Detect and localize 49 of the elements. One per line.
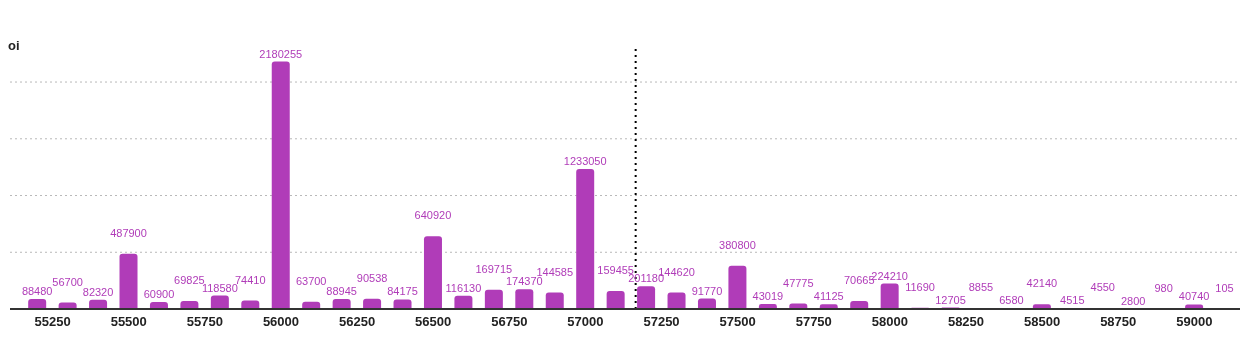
x-tick-label: 56750 [491, 314, 528, 330]
data-label: 169715 [475, 262, 513, 275]
x-tick-label: 57500 [719, 314, 756, 330]
x-tick-label: 57250 [643, 314, 680, 330]
x-tick-label: 55500 [110, 314, 147, 330]
data-label: 105 [1215, 281, 1234, 294]
data-label: 43019 [752, 290, 784, 303]
data-label: 174370 [505, 275, 543, 288]
data-label: 40740 [1178, 290, 1210, 303]
data-label: 640920 [414, 209, 452, 222]
data-label: 56700 [52, 275, 83, 288]
x-tick-label: 58500 [1024, 314, 1061, 330]
x-tick-label: 59000 [1176, 314, 1213, 330]
x-tick-label: 55750 [186, 314, 223, 330]
data-label: 2800 [1120, 294, 1146, 307]
data-label: 88480 [21, 284, 53, 297]
data-label: 82320 [82, 285, 114, 298]
data-label: 91770 [691, 284, 723, 297]
x-tick-label: 57750 [795, 314, 832, 330]
data-label: 487900 [110, 226, 147, 239]
data-label: 980 [1154, 281, 1173, 294]
data-label: 60900 [143, 288, 175, 301]
x-tick-label: 58750 [1100, 314, 1137, 330]
data-label: 2180255 [259, 47, 303, 60]
y-axis-title: oi [8, 38, 20, 53]
data-label: 116130 [445, 281, 482, 294]
data-label: 41125 [813, 290, 844, 303]
data-label: 4550 [1090, 281, 1116, 294]
x-tick-label: 58000 [871, 314, 908, 330]
data-label: 144585 [536, 265, 574, 278]
data-label: 6580 [999, 294, 1024, 307]
data-label: 380800 [719, 238, 756, 251]
x-tick-label: 58250 [947, 314, 985, 330]
data-label: 11690 [905, 280, 935, 293]
data-label: 8855 [968, 281, 994, 293]
x-tick-label: 56500 [415, 314, 452, 330]
data-label: 63700 [295, 274, 327, 287]
x-tick-label: 57000 [567, 314, 604, 330]
data-label: 4515 [1060, 294, 1085, 307]
x-tick-label: 56250 [339, 314, 376, 330]
data-label: 12705 [935, 293, 966, 306]
x-tick-label: 56000 [262, 314, 300, 330]
x-tick-label: 55250 [34, 314, 71, 330]
data-label: 88945 [326, 284, 357, 297]
data-label: 47775 [783, 276, 814, 289]
data-label: 84175 [387, 285, 418, 298]
data-label: 90538 [356, 271, 388, 284]
data-label: 1233050 [563, 155, 607, 168]
data-label: 42140 [1026, 277, 1058, 290]
